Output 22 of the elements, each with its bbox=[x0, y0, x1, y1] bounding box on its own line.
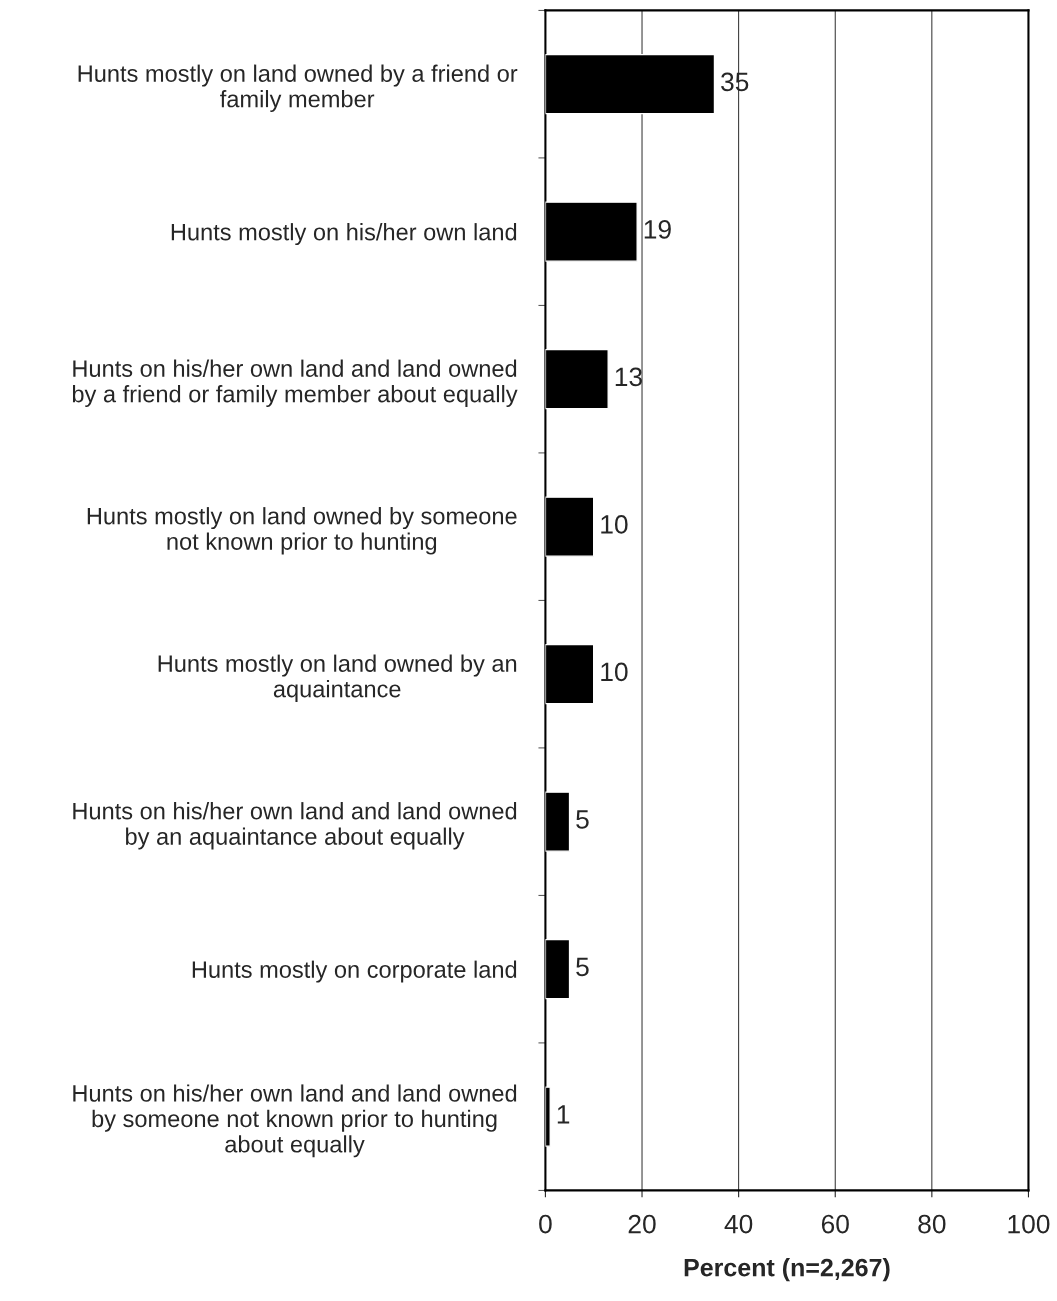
data-label: 19 bbox=[644, 220, 671, 239]
x-tick-label: 20 bbox=[628, 1214, 656, 1234]
x-axis-title: Percent (n=2,267) bbox=[684, 1258, 890, 1282]
y-tick-label: Hunts mostly on land owned by someone not known prior to hunting bbox=[87, 507, 517, 555]
y-tick-label: Hunts mostly on land owned by an aquaintance bbox=[158, 654, 517, 703]
y-tick-label: Hunts on his/her own land and land owned by an aquaintance about equally bbox=[73, 802, 517, 850]
y-tick-label: Hunts on his/her own land and land owned by a friend or family member about equally bbox=[72, 359, 518, 408]
y-tick-label: Hunts mostly on corporate land bbox=[192, 960, 517, 983]
y-tick-label: Hunts on his/her own land and land owned by someone not known prior to hunting about equally bbox=[73, 1084, 517, 1158]
data-label: 5 bbox=[576, 810, 589, 829]
x-tick-label: 0 bbox=[539, 1214, 552, 1234]
x-tick-label: 40 bbox=[724, 1214, 753, 1234]
data-label: 5 bbox=[576, 957, 589, 977]
y-tick-label: Hunts mostly on his/her own land bbox=[171, 223, 517, 246]
data-label: 10 bbox=[601, 662, 628, 682]
x-tick-label: 100 bbox=[1008, 1214, 1050, 1234]
data-label: 10 bbox=[601, 515, 628, 534]
data-label: 1 bbox=[557, 1105, 570, 1124]
data-label: 13 bbox=[615, 367, 642, 387]
x-tick-label: 80 bbox=[918, 1214, 946, 1234]
x-tick-label: 60 bbox=[821, 1214, 849, 1234]
y-tick-label: Hunts mostly on land owned by a friend or family member bbox=[78, 64, 518, 113]
